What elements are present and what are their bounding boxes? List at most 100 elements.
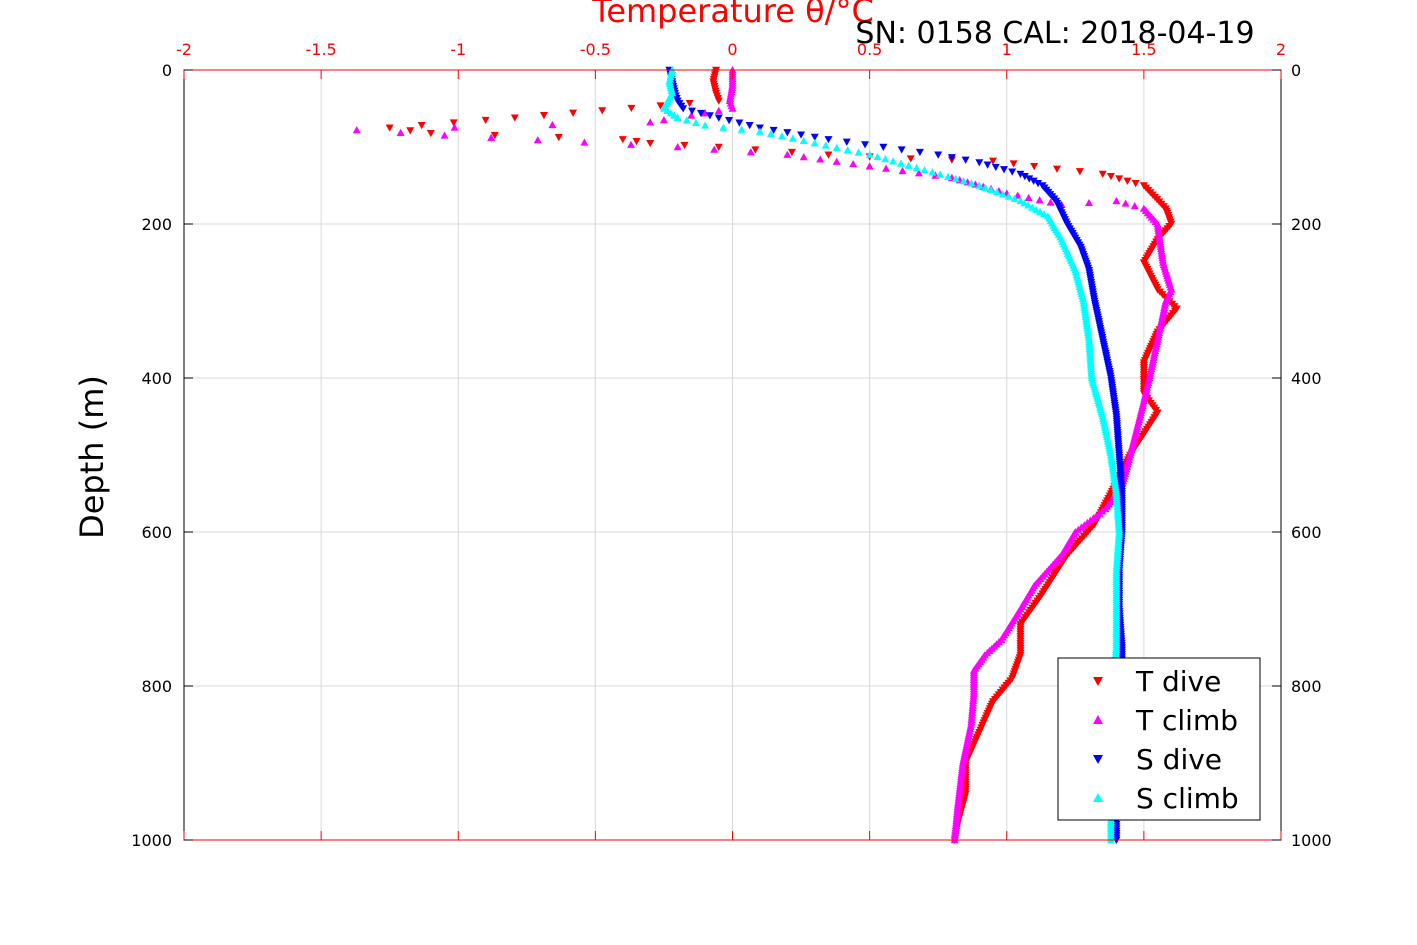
data-point [873,152,882,161]
x-tick-label: -1 [450,40,466,59]
data-point [951,174,960,183]
data-point [646,139,655,148]
data-point [865,162,874,170]
data-point [1008,168,1017,176]
y-tick-label-right: 800 [1291,677,1322,696]
data-point [1085,198,1094,207]
data-point [714,97,723,105]
data-point [1032,205,1041,213]
data-point [824,136,833,144]
data-point [983,161,992,169]
x-tick-label: -0.5 [580,40,611,59]
data-point [797,131,806,139]
legend: T dive T climb S dive S climb [1057,657,1261,821]
x-tick-label: 2 [1276,40,1286,59]
data-point [449,119,458,127]
data-point [696,109,705,118]
data-point [904,161,913,169]
data-point [861,141,870,149]
x-tick-label: 0.5 [857,40,882,59]
data-point [539,112,548,120]
data-point [906,155,915,163]
data-point [783,150,792,158]
data-point [1130,202,1139,210]
data-point [646,118,655,126]
y-tick-label-left: 600 [141,523,172,542]
data-point [1121,199,1130,207]
data-point [1106,173,1115,181]
data-point [1035,196,1044,204]
data-point [682,116,691,124]
data-point [975,181,984,189]
data-point [1024,193,1033,202]
data-point [832,143,841,151]
data-point [490,131,499,140]
data-point [1020,199,1029,207]
data-point [777,132,786,140]
data-point [1123,177,1132,185]
data-point [914,169,923,177]
data-point [685,100,694,108]
data-point [799,153,808,161]
x-axis-title: Temperature θ/°C [591,0,874,30]
data-point [533,136,542,144]
data-point [688,107,697,115]
data-point [1112,196,1121,205]
legend-label: T climb [1135,704,1238,737]
y-tick-label-left: 0 [162,61,172,80]
data-point [1030,163,1039,171]
y-tick-label-right: 400 [1291,369,1322,388]
data-point [1009,160,1018,168]
data-point [1016,170,1025,178]
data-point [1039,210,1048,218]
data-point [450,123,459,131]
data-point [691,118,700,127]
data-point [569,109,578,117]
data-point [701,109,710,117]
data-point [992,188,1001,196]
data-point [554,134,563,142]
data-point [725,117,734,125]
data-point [396,128,405,136]
y-tick-label-right: 1000 [1291,831,1332,850]
data-point [943,172,952,180]
data-point [989,157,998,165]
data-point [746,148,755,156]
y-tick-label-right: 200 [1291,215,1322,234]
data-point [598,107,607,115]
data-point [1075,168,1084,176]
data-point [967,179,976,187]
data-point [975,159,984,167]
data-point [854,148,863,156]
legend-label: T dive [1135,665,1221,698]
data-point [936,170,945,178]
data-point [1004,192,1013,200]
data-point [1034,179,1043,188]
data-point [701,121,710,129]
data-point [705,112,714,120]
data-point [673,143,682,151]
data-point [385,124,394,132]
legend-marker [1093,715,1103,724]
data-point [915,148,924,157]
data-point [426,129,435,138]
data-point [656,102,665,110]
data-point [673,113,682,121]
data-point [897,146,906,154]
y-tick-label-right: 0 [1291,61,1301,80]
x-tick-label: 1.5 [1131,40,1156,59]
data-point [810,139,819,147]
data-point [1131,179,1140,188]
data-point [510,114,519,122]
data-point [1029,177,1038,185]
data-point [632,138,641,146]
legend-marker [1093,677,1103,686]
data-point [896,159,905,167]
data-point [710,145,719,153]
data-point [783,129,792,137]
data-point [920,166,929,174]
data-point [714,106,723,115]
data-point [849,159,858,168]
series-t-climb [352,66,1176,844]
